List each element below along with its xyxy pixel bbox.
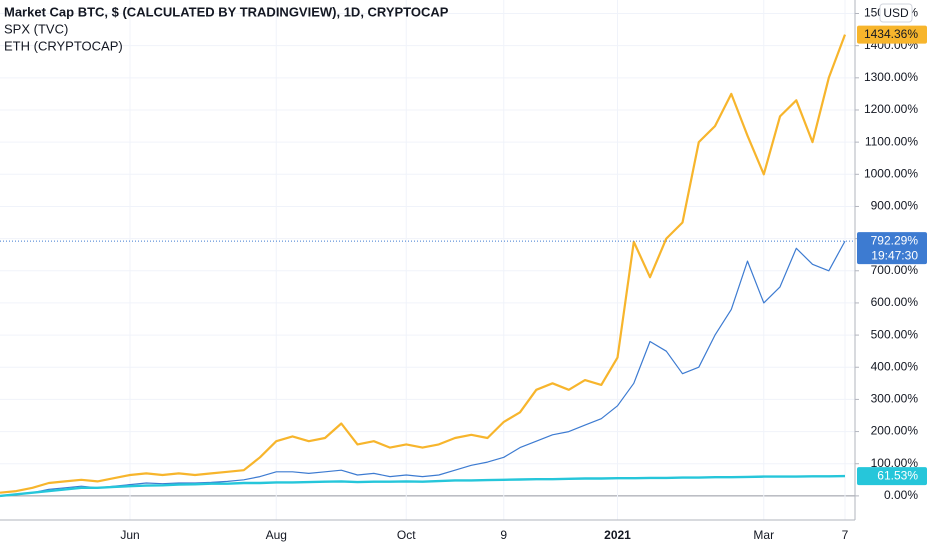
- last-value-box: [857, 467, 927, 486]
- x-tick-label: 9: [500, 528, 507, 542]
- x-tick-label: Mar: [753, 528, 774, 542]
- legend-entry: SPX (TVC): [4, 21, 68, 36]
- y-tick-label: 200.00%: [871, 424, 919, 438]
- x-tick-label: Jun: [120, 528, 139, 542]
- x-tick-label: 2021: [604, 528, 631, 542]
- currency[interactable]: USD: [883, 6, 909, 20]
- countdown: 19:47:30: [871, 248, 918, 262]
- legend-entry: ETH (CRYPTOCAP): [4, 38, 123, 53]
- last-value-label: 61.53%: [877, 468, 918, 482]
- y-tick-label: 1300.00%: [864, 70, 918, 84]
- grid: [0, 0, 855, 520]
- y-tick-label: 500.00%: [871, 327, 919, 341]
- y-tick-label: 0.00%: [884, 488, 918, 502]
- series-line: [0, 240, 846, 497]
- last-value-label: 792.29%: [871, 233, 919, 247]
- currency-box[interactable]: [879, 3, 913, 23]
- last-value-box: [857, 25, 927, 44]
- y-tick-label: 1100.00%: [865, 134, 918, 148]
- y-tick-label: 300.00%: [871, 392, 919, 406]
- y-tick-label: 900.00%: [871, 199, 919, 213]
- lines: [0, 34, 855, 498]
- last-labels: 1434.36% 61.53% 792.29%19:47:30: [857, 25, 927, 486]
- x-tick-label: Aug: [266, 528, 287, 542]
- legend: Market Cap BTC, $ (CALCULATED BY TRADING…: [4, 4, 449, 53]
- y-tick-label: 100.00%: [871, 456, 919, 470]
- series-line: [0, 34, 847, 494]
- y-tick-label: 600.00%: [871, 295, 919, 309]
- y-tick-label: 1000.00%: [864, 166, 918, 180]
- x-tick-label: Oct: [397, 528, 416, 542]
- x-tick-label: 7: [842, 528, 849, 542]
- series-line: [0, 474, 846, 498]
- y-tick-label: 1200.00%: [864, 102, 918, 116]
- y-tick-label: 400.00%: [871, 359, 919, 373]
- last-value-label: 1434.36%: [864, 27, 918, 41]
- last-value-box: [857, 232, 927, 265]
- legend-entry: Market Cap BTC, $ (CALCULATED BY TRADING…: [4, 4, 449, 19]
- y-tick-label: 700.00%: [871, 263, 919, 277]
